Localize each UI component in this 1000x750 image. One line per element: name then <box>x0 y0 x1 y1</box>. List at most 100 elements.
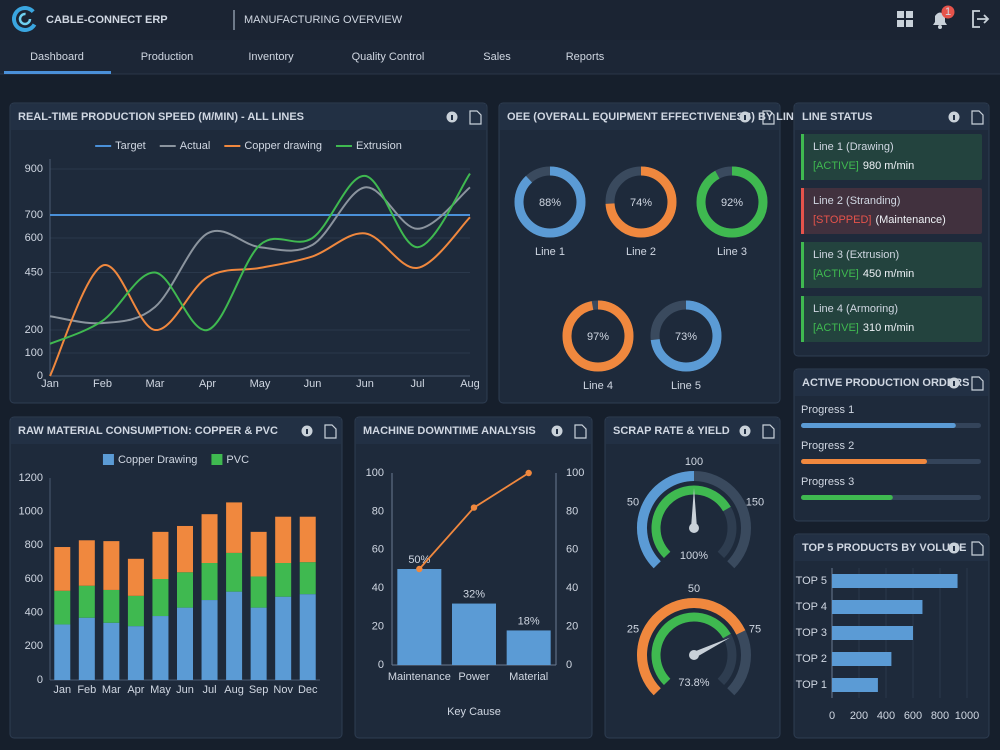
export-icon[interactable] <box>574 424 587 439</box>
export-icon[interactable] <box>971 110 984 125</box>
series-line <box>49 173 471 345</box>
donut-value: 74% <box>630 197 652 209</box>
y-tick-label: 700 <box>25 209 43 221</box>
gauge-inner-band <box>651 485 731 559</box>
bar-segment <box>103 622 120 680</box>
donut-label: Line 4 <box>583 380 613 392</box>
donut-value: 88% <box>539 197 561 209</box>
bar-label: 32% <box>463 588 485 600</box>
donut-label: Line 3 <box>717 246 747 258</box>
line-status: [ACTIVE] <box>813 322 859 334</box>
y2-tick-label: 80 <box>566 505 578 517</box>
status-accent <box>801 134 804 180</box>
nav-item[interactable]: Dashboard <box>30 51 84 63</box>
nav-item[interactable]: Reports <box>566 51 605 63</box>
info-icon[interactable] <box>446 111 458 123</box>
info-icon[interactable] <box>739 425 751 437</box>
x-tick-label: Jul <box>410 378 424 390</box>
info-icon[interactable] <box>301 425 313 437</box>
y2-tick-label: 60 <box>566 544 578 556</box>
info-icon[interactable] <box>948 542 960 554</box>
gauge-value: 100% <box>680 550 708 562</box>
bar-segment <box>250 576 267 608</box>
line-status-text: [ACTIVE] 980 m/min <box>813 160 914 172</box>
donut-value: 73% <box>675 331 697 343</box>
y-tick-label: 1200 <box>19 472 43 484</box>
notifications-icon[interactable] <box>933 5 955 30</box>
legend-swatch <box>211 454 223 465</box>
x-tick-label: 600 <box>904 710 922 722</box>
line-name: Line 4 (Armoring) <box>813 303 898 315</box>
bar-segment <box>127 558 144 596</box>
bar-segment <box>250 607 267 680</box>
y2-tick-label: 20 <box>566 621 578 633</box>
info-icon[interactable] <box>551 425 563 437</box>
export-icon[interactable] <box>324 424 337 439</box>
bar-segment <box>177 525 193 573</box>
x-tick-label: Apr <box>127 684 144 696</box>
donut-label: Line 1 <box>535 246 565 258</box>
nav-underline <box>4 71 111 74</box>
gauge-tick-label: 25 <box>627 624 639 636</box>
panel-title: REAL-TIME PRODUCTION SPEED (M/MIN) - ALL… <box>18 111 304 123</box>
x-axis-title: Key Cause <box>447 706 501 718</box>
status-card <box>801 188 982 234</box>
info-icon[interactable] <box>948 111 960 123</box>
info-glyph <box>556 429 558 434</box>
line-name: Line 2 (Stranding) <box>813 195 900 207</box>
status-accent <box>801 242 804 288</box>
nav-item[interactable]: Sales <box>483 51 511 63</box>
brand: CABLE-CONNECT ERP <box>46 14 168 26</box>
y-tick-label: 600 <box>25 232 43 244</box>
logo <box>11 5 38 32</box>
export-icon[interactable] <box>469 110 482 125</box>
y-tick-label: TOP 4 <box>796 601 827 613</box>
status-card <box>801 296 982 342</box>
bar-segment <box>103 589 120 623</box>
bar <box>397 569 442 665</box>
info-glyph <box>744 115 746 120</box>
info-icon[interactable] <box>948 377 960 389</box>
bar <box>832 678 878 692</box>
y-tick-label: 20 <box>372 621 384 633</box>
nav-item[interactable]: Quality Control <box>352 51 425 63</box>
line-detail: 980 m/min <box>863 160 914 172</box>
bar-segment <box>299 594 316 680</box>
apps-icon[interactable] <box>897 11 913 27</box>
info-icon[interactable] <box>739 111 751 123</box>
export-icon[interactable] <box>762 110 775 125</box>
bar-segment <box>177 572 193 608</box>
gauge-tick-label: 75 <box>749 624 761 636</box>
x-tick-label: Feb <box>93 378 112 390</box>
legend-label: Copper drawing <box>244 140 322 152</box>
nav-item[interactable]: Production <box>141 51 194 63</box>
bar-segment <box>226 591 243 680</box>
info-glyph <box>451 115 453 120</box>
y-tick-label: 0 <box>378 659 384 671</box>
export-icon[interactable] <box>971 376 984 391</box>
line-status: [ACTIVE] <box>813 160 859 172</box>
donut-arc <box>696 166 768 238</box>
logout-icon[interactable] <box>972 10 990 28</box>
line-detail: 450 m/min <box>863 268 914 280</box>
y2-tick-label: 40 <box>566 582 578 594</box>
x-tick-label: 200 <box>850 710 868 722</box>
nav: Dashboard Production Inventory Quality Cont… <box>4 51 605 74</box>
bar-segment <box>54 590 71 625</box>
x-tick-label: Jun <box>356 378 374 390</box>
bar-segment <box>54 624 71 680</box>
notification-badge: 1 <box>945 6 951 18</box>
line-detail: (Maintenance) <box>875 214 945 226</box>
y-tick-label: 100 <box>25 347 43 359</box>
export-icon[interactable] <box>762 424 775 439</box>
y-tick-label: 600 <box>25 573 43 585</box>
nav-item[interactable]: Inventory <box>248 51 294 63</box>
bar-segment <box>275 596 292 680</box>
export-icon[interactable] <box>971 541 984 556</box>
y-tick-label: TOP 5 <box>796 575 827 587</box>
bar-segment <box>78 617 95 680</box>
panel-title: RAW MATERIAL CONSUMPTION: COPPER & PVC <box>18 425 278 437</box>
legend-label: Target <box>115 140 146 152</box>
y-tick-label: 100 <box>366 467 384 479</box>
gauge-hub <box>689 650 699 660</box>
